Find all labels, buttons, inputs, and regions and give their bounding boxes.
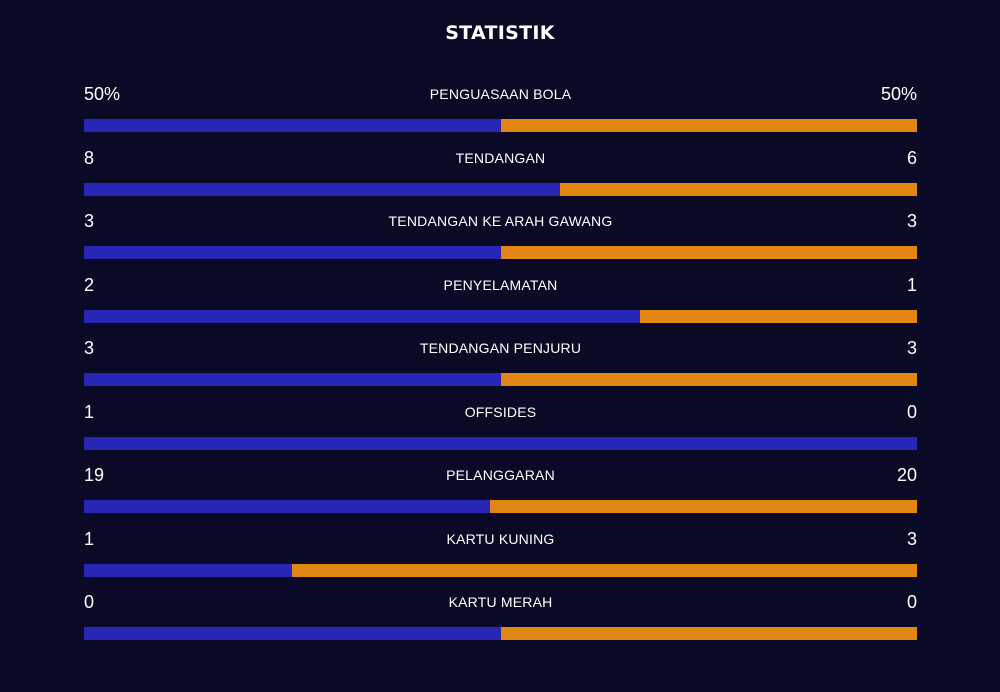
stat-row-possession: 50% PENGUASAAN BOLA 50% [84,81,917,145]
away-value: 50% [880,84,917,104]
stat-row-offsides: 1 OFFSIDES 0 [84,399,917,463]
home-bar-segment [84,246,501,259]
home-bar-segment [84,309,640,323]
away-bar-segment [292,563,917,577]
away-bar-segment [500,373,917,386]
stat-label: OFFSIDES [464,403,537,420]
stat-row-fouls: 19 PELANGGARAN 20 [84,462,917,526]
away-value: 0 [906,592,917,612]
away-bar-segment [639,309,917,323]
stat-bar [84,500,917,513]
away-bar-segment [489,500,917,513]
away-value: 0 [906,401,917,422]
home-value: 50% [84,84,121,104]
stat-bar [84,563,917,577]
stat-bar [84,309,917,323]
away-value: 1 [906,274,917,295]
home-value: 1 [84,401,95,422]
away-bar-segment [559,182,917,196]
stat-row-red-cards: 0 KARTU MERAH 0 [84,589,917,653]
stat-label: PELANGGARAN [446,467,555,483]
stats-list: 50% PENGUASAAN BOLA 50% 8 TENDANGAN 6 [84,81,917,653]
stat-label: KARTU MERAH [448,594,553,610]
home-value: 3 [84,211,95,231]
stat-bar [84,373,917,386]
home-value: 19 [84,465,105,485]
stat-label: TENDANGAN KE ARAH GAWANG [388,213,613,229]
stat-label: PENYELAMATAN [443,276,558,293]
away-bar-segment [500,119,917,132]
stat-row-shots-on-target: 3 TENDANGAN KE ARAH GAWANG 3 [84,208,917,272]
home-bar-segment [84,119,501,132]
stat-bar [84,119,917,132]
stat-row-shots: 8 TENDANGAN 6 [84,145,917,209]
stat-bar [84,436,917,450]
stat-row-corners: 3 TENDANGAN PENJURU 3 [84,335,917,399]
stat-bar [84,246,917,259]
stat-label: KARTU KUNING [446,530,555,547]
away-value: 6 [906,147,917,168]
stat-label: TENDANGAN [455,149,546,166]
home-bar-segment [84,373,501,386]
home-bar-segment [84,182,560,196]
home-bar-segment [84,436,917,450]
stat-row-yellow-cards: 1 KARTU KUNING 3 [84,526,917,590]
stat-bar [84,627,917,640]
home-bar-segment [84,563,293,577]
home-value: 3 [84,338,95,358]
away-bar-segment [500,246,917,259]
home-bar-segment [84,627,501,640]
stat-label: TENDANGAN PENJURU [419,340,582,356]
home-value: 8 [84,147,95,168]
stat-row-saves: 2 PENYELAMATAN 1 [84,272,917,336]
stat-bar [84,182,917,196]
home-value: 2 [84,274,95,295]
away-value: 20 [896,465,917,485]
home-value: 0 [84,592,95,612]
page-title: STATISTIK [445,22,555,44]
away-value: 3 [906,211,917,231]
home-bar-segment [84,500,490,513]
home-value: 1 [84,528,95,549]
away-value: 3 [906,338,917,358]
away-bar-segment [500,627,917,640]
stat-label: PENGUASAAN BOLA [429,86,572,102]
away-value: 3 [906,528,917,549]
